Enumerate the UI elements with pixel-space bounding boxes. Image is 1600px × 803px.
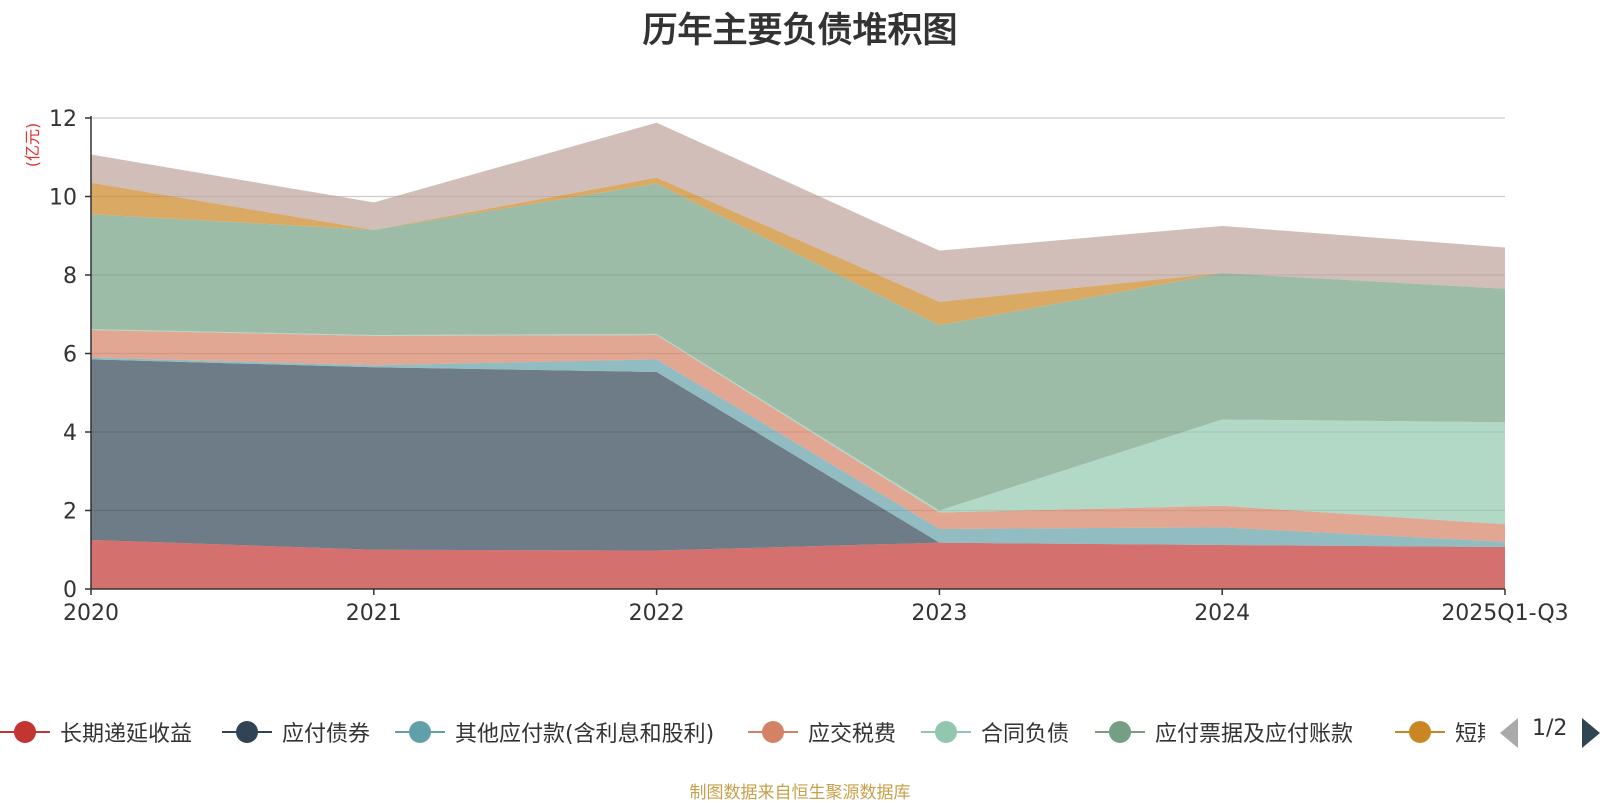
- legend-label: 短期借款: [1455, 722, 1485, 747]
- legend-item[interactable]: 应交税费: [748, 712, 896, 752]
- x-tick-label: 2023: [911, 601, 967, 626]
- source-note: 制图数据来自恒生聚源数据库: [689, 783, 911, 803]
- legend-swatch-icon: [0, 717, 50, 747]
- chart-title: 历年主要负债堆积图: [642, 11, 958, 51]
- legend-label: 应付票据及应付账款: [1155, 722, 1354, 747]
- y-tick-label: 4: [63, 421, 77, 446]
- stacked-areas: [91, 122, 1505, 589]
- legend-item[interactable]: 应付票据及应付账款: [1095, 712, 1353, 752]
- x-tick-label: 2020: [63, 601, 119, 626]
- legend-item[interactable]: 长期递延收益: [0, 712, 192, 752]
- area-series-短期借款: [91, 177, 1505, 326]
- x-tick-label: 2022: [629, 601, 685, 626]
- legend-swatch-icon: [1395, 717, 1445, 747]
- legend-label: 应付债券: [282, 722, 371, 747]
- legend: 长期递延收益 应付债券 其他应付款(含利息和股利) 应交税费 合同负债 应付票据…: [0, 712, 1600, 752]
- legend-item[interactable]: 应付债券: [222, 712, 370, 752]
- y-tick-label: 0: [63, 578, 77, 603]
- x-tick-label: 2024: [1194, 601, 1250, 626]
- legend-swatch-icon: [1095, 717, 1145, 747]
- legend-swatch-icon: [222, 717, 272, 747]
- legend-pager: 1/2: [1500, 714, 1600, 750]
- legend-label: 合同负债: [981, 722, 1070, 747]
- y-tick-label: 6: [63, 343, 77, 368]
- area-series-合同负债: [91, 329, 1505, 525]
- area-series-应付债券: [91, 359, 1505, 551]
- legend-label: 应交税费: [808, 722, 897, 747]
- area-series-应交税费: [91, 329, 1505, 542]
- area-series-应付票据及应付账款: [91, 183, 1505, 511]
- legend-label: 其他应付款(含利息和股利): [455, 722, 715, 747]
- pager-text: 1/2: [1532, 716, 1568, 741]
- axes: 0 2 4 6 8 10 12 2020 2021 2022 2023 2024 2025Q1-Q3: [49, 107, 1569, 626]
- y-tick-label: 10: [49, 186, 77, 211]
- pager-next-icon[interactable]: [1582, 718, 1600, 748]
- legend-label: 长期递延收益: [60, 722, 193, 747]
- y-tick-label: 12: [49, 107, 77, 132]
- legend-item[interactable]: 其他应付款(含利息和股利): [395, 712, 714, 752]
- area-series-长期递延收益: [91, 539, 1505, 589]
- legend-swatch-icon: [395, 717, 445, 747]
- legend-item[interactable]: 合同负债: [921, 712, 1069, 752]
- legend-item-clipped[interactable]: 短期借款: [1395, 712, 1485, 752]
- legend-swatch-icon: [921, 717, 971, 747]
- y-tick-label: 2: [63, 500, 77, 525]
- area-series-其他: [91, 122, 1505, 302]
- area-series-其他应付款(含利息和股利): [91, 357, 1505, 548]
- chart-plot-area: 0 2 4 6 8 10 12 2020 2021 2022 2023 2024 2025Q1-Q3 (…: [23, 107, 1569, 626]
- legend-swatch-icon: [748, 717, 798, 747]
- x-tick-label: 2025Q1-Q3: [1441, 601, 1568, 626]
- pager-prev-icon[interactable]: [1500, 718, 1518, 748]
- y-axis-unit-label: (亿元): [23, 123, 42, 168]
- x-tick-label: 2021: [346, 601, 402, 626]
- y-tick-label: 8: [63, 264, 77, 289]
